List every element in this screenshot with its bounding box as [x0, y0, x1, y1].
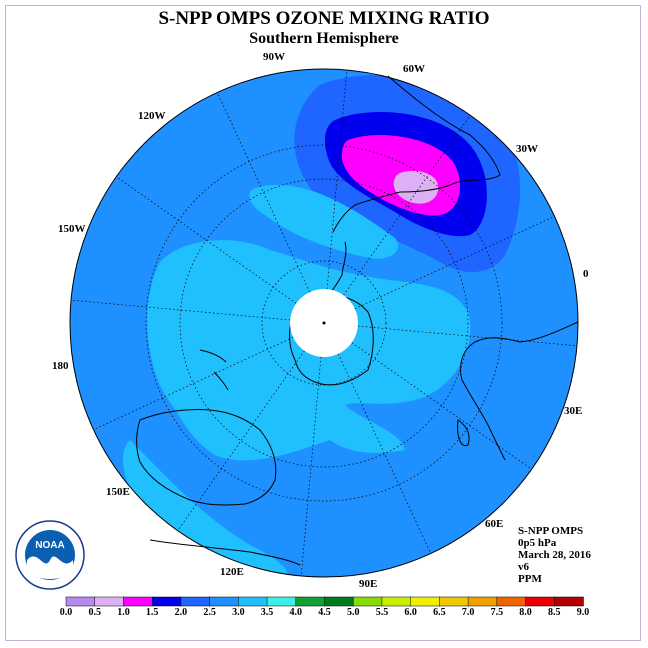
colorbar-tick-label: 7.0 [461, 607, 475, 618]
contour-0.5-1.0 [393, 170, 439, 204]
figure-frame [5, 5, 641, 641]
coastline-africa [460, 321, 579, 461]
colorbar-tick-label: 6.5 [433, 607, 446, 618]
coastline-new-zealand [199, 349, 229, 391]
colorbar-swatch [496, 596, 527, 607]
contour-3.0-3.5 [122, 440, 288, 577]
colorbar-swatch [151, 596, 182, 607]
lon-label-120e: 120E [220, 566, 244, 578]
lon-label-30e: 30E [564, 405, 583, 417]
colorbar-swatch [554, 596, 584, 607]
noaa-logo: NOAA [15, 520, 85, 590]
colorbar-tick-label: 6.0 [404, 607, 417, 618]
latitude-circle [261, 260, 387, 386]
lon-label-180: 180 [52, 360, 69, 372]
colorbar-swatch [467, 596, 498, 607]
meridian-line [116, 176, 297, 304]
colorbar-tick-label: 4.5 [318, 607, 331, 618]
colorbar-swatch [123, 596, 153, 607]
south-pole-marker [322, 321, 326, 325]
colorbar-swatch [352, 596, 383, 607]
lon-label-0: 0 [583, 268, 589, 280]
noaa-logo-text: NOAA [35, 540, 64, 551]
colorbar-swatch [324, 596, 354, 607]
colorbar-swatch [525, 596, 556, 607]
meridian-line [357, 325, 578, 347]
map-boundary [69, 68, 579, 578]
colorbar-swatch [439, 596, 469, 607]
colorbar [65, 596, 584, 607]
colorbar-swatch [209, 596, 240, 607]
colorbar-swatch [65, 596, 96, 607]
colorbar-swatch [180, 596, 211, 607]
metadata-block: S-NPP OMPS 0p5 hPa March 28, 2016 v6 PPM [518, 525, 591, 585]
colorbar-swatch [238, 596, 268, 607]
colorbar-tick-label: 3.5 [260, 607, 274, 618]
noaa-logo-bird-icon [27, 556, 73, 579]
colorbar-tick-label: 0.5 [88, 607, 101, 618]
latitude-circle [145, 144, 503, 502]
lon-label-150w: 150W [58, 223, 86, 235]
meridian-line [177, 350, 305, 531]
coastline-south-america [332, 75, 501, 233]
version-label: v6 [518, 561, 529, 573]
colorbar-swatch [295, 596, 326, 607]
pressure-level-label: 0p5 hPa [518, 537, 557, 549]
lon-label-60w: 60W [403, 63, 425, 75]
graticule [70, 69, 578, 577]
meridian-line [351, 342, 532, 470]
colorbar-tick-label: 3.0 [232, 607, 245, 618]
date-label: March 28, 2016 [518, 549, 591, 561]
colorbar-tick-label: 9.0 [576, 607, 590, 618]
meridian-line [337, 353, 432, 554]
colorbar-tick-label: 8.0 [519, 607, 532, 618]
meridian-line [93, 336, 294, 431]
contour-3.0-3.5 [249, 184, 399, 259]
lon-label-60e: 60E [485, 518, 504, 530]
coastline-australia [136, 409, 277, 506]
colorbar-tick-label: 4.0 [289, 607, 303, 618]
colorbar-tick-label: 8.5 [548, 607, 561, 618]
map-subtitle: Southern Hemisphere [249, 30, 399, 47]
colorbar-tick-label: 2.5 [203, 607, 216, 618]
colorbar-swatch [381, 596, 412, 607]
colorbar-tick-label: 5.0 [346, 607, 360, 618]
map-title: S-NPP OMPS OZONE MIXING RATIO [158, 8, 490, 29]
colorbar-swatch [266, 596, 297, 607]
meridian-line [326, 69, 348, 290]
colorbar-tick-label: 2.0 [174, 607, 188, 618]
colorbar-swatch [410, 596, 441, 607]
meridian-line [343, 115, 471, 296]
colorbar-tick-label: 1.0 [117, 607, 130, 618]
lon-label-30w: 30W [516, 143, 538, 155]
coastline-madagascar [457, 419, 470, 447]
colorbar-tick-label: 0.0 [59, 607, 73, 618]
colorbar-swatch [94, 596, 125, 607]
meridian-line [216, 92, 311, 293]
colorbar-tick-label: 5.5 [375, 607, 389, 618]
lon-label-90e: 90E [359, 578, 378, 590]
lon-label-90w: 90W [263, 51, 285, 63]
colorbar-tick-label: 7.5 [490, 607, 504, 618]
colorbar-tick-label: 1.5 [145, 607, 159, 618]
lon-label-150e: 150E [106, 486, 130, 498]
coastline-indonesia [149, 539, 301, 566]
instrument-label: S-NPP OMPS [518, 525, 584, 537]
units-label: PPM [518, 573, 542, 585]
meridian-line [70, 299, 291, 321]
meridian-line [300, 356, 322, 577]
latitude-circle [179, 178, 469, 468]
meridian-line [354, 215, 555, 310]
lon-label-120w: 120W [138, 110, 166, 122]
